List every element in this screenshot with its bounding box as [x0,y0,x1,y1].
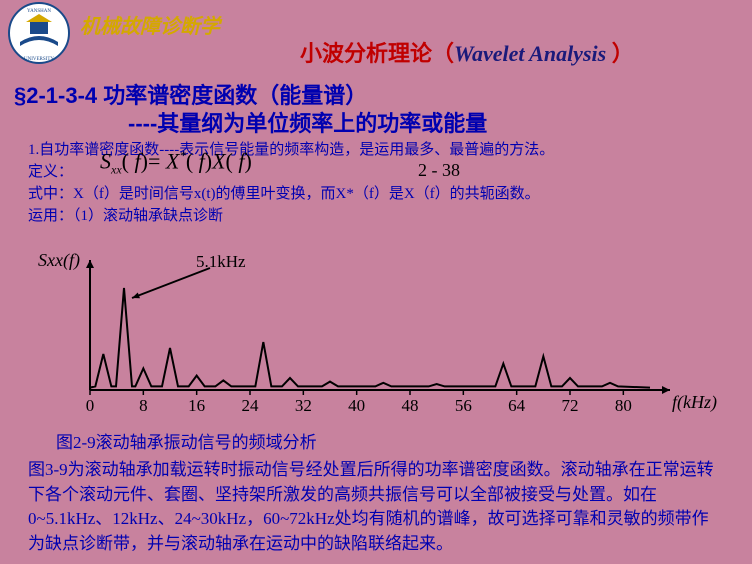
chart-tick: 48 [402,396,419,416]
peak-label: 5.1kHz [196,252,246,272]
chart-tick: 8 [139,396,148,416]
chart-tick: 64 [508,396,525,416]
spectrum-chart: Sxx(f) 5.1kHz f(kHz) 0816243240485664728… [60,250,680,420]
figure-caption: 图2-9滚动轴承振动信号的频域分析 [56,428,317,453]
chart-tick: 32 [295,396,312,416]
chart-xlabel: f(kHz) [672,392,717,413]
chart-tick: 56 [455,396,472,416]
title-en: Wavelet Analysis [454,41,606,66]
chart-tick: 72 [562,396,579,416]
formula: Sxx( f)= X*( f)X( f) [100,148,252,178]
svg-text:UNIVERSITY: UNIVERSITY [24,57,54,62]
text-line-3: 式中：X（f）是时间信号x(t)的傅里叶变换，而X*（f）是X（f）的共轭函数。 [28,182,540,203]
title-cn: 小波分析理论 [300,41,432,66]
university-logo-icon: YANSHAN UNIVERSITY [8,2,70,64]
chart-tick: 80 [615,396,632,416]
course-name: 机械故障诊断学 [80,10,220,39]
chart-tick: 24 [242,396,259,416]
text-line-4: 运用：（1）滚动轴承缺点诊断 [28,204,223,225]
chart-tick: 40 [348,396,365,416]
section-subtitle: ----其量纲为单位频率上的功率或能量 [128,106,487,138]
body-paragraph: 图3-9为滚动轴承加载运转时振动信号经处置后所得的功率谱密度函数。滚动轴承在正常… [28,458,724,557]
equation-number: 2 - 38 [418,160,460,181]
slide-main-title: 小波分析理论（Wavelet Analysis ） [300,36,634,68]
svg-text:YANSHAN: YANSHAN [27,9,51,14]
definition-label: 定义： [28,160,73,181]
chart-tick: 16 [188,396,205,416]
header: YANSHAN UNIVERSITY 机械故障诊断学 小波分析理论（Wavele… [0,0,752,70]
chart-ylabel: Sxx(f) [38,250,80,271]
chart-svg [60,250,680,420]
chart-tick: 0 [86,396,95,416]
